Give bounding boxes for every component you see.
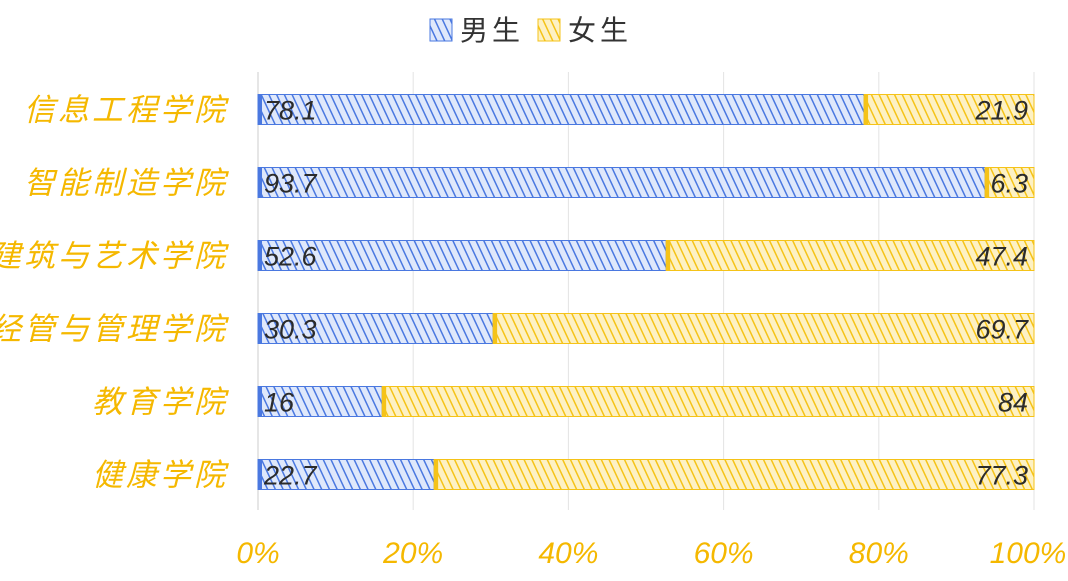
bar-edge-accent — [258, 94, 262, 125]
bar-edge-accent — [864, 94, 869, 125]
bar-edge-accent — [985, 167, 990, 198]
value-label: 21.9 — [974, 96, 1028, 126]
bar-edge-accent — [382, 386, 387, 417]
bar-edge-accent — [666, 240, 671, 271]
bar-female — [433, 459, 1035, 490]
gridlines — [257, 72, 1035, 510]
value-label: 30.3 — [264, 315, 317, 345]
bar-female — [492, 313, 1035, 344]
bar-edge-accent — [258, 167, 262, 198]
x-tick-label: 100% — [990, 537, 1067, 570]
value-label: 78.1 — [264, 96, 317, 126]
category-label: 智能制造学院 — [24, 166, 229, 202]
bar-male — [257, 167, 986, 198]
bar-male — [257, 459, 435, 490]
bar-female — [381, 386, 1035, 417]
category-label: 健康学院 — [92, 458, 229, 494]
bar-edge-accent — [258, 459, 262, 490]
value-label: 52.6 — [264, 242, 318, 272]
category-label: 信息工程学院 — [24, 93, 229, 129]
value-label: 84 — [998, 388, 1028, 418]
value-label: 69.7 — [975, 315, 1029, 345]
bar-edge-accent — [493, 313, 498, 344]
legend-label: 女生 — [568, 14, 632, 47]
value-label: 16 — [264, 388, 295, 418]
bar-edge-accent — [434, 459, 439, 490]
x-tick-label: 0% — [236, 537, 279, 570]
value-label: 47.4 — [975, 242, 1028, 272]
value-label: 93.7 — [264, 169, 318, 199]
legend-label: 男生 — [460, 14, 524, 47]
bar-edge-accent — [258, 240, 262, 271]
bar-female — [984, 167, 1035, 198]
x-tick-label: 60% — [694, 537, 754, 570]
bar-female — [665, 240, 1035, 271]
value-label: 77.3 — [975, 461, 1028, 491]
category-label: 教育学院 — [92, 385, 229, 421]
bar-male — [257, 240, 667, 271]
x-axis-tick-labels: 0% 20% 40% 60% 80% 100% — [236, 537, 1066, 570]
legend-swatch — [537, 18, 561, 42]
bars: 78.1 21.9 93.7 6.3 52.6 47.4 30.3 69.7 16 84 22.7 7… — [257, 94, 1035, 491]
bar-edge-accent — [258, 313, 262, 344]
legend-swatch — [429, 18, 453, 42]
value-label: 6.3 — [990, 169, 1028, 199]
category-label: 经管与管理学院 — [0, 312, 229, 348]
bar-male — [257, 94, 865, 125]
bar-edge-accent — [258, 386, 262, 417]
x-tick-label: 80% — [849, 537, 909, 570]
x-tick-label: 20% — [382, 537, 443, 570]
category-label: 建筑与艺术学院 — [0, 239, 229, 275]
value-label: 22.7 — [263, 461, 318, 491]
bar-male — [257, 386, 383, 417]
x-tick-label: 40% — [538, 537, 598, 570]
legend: 男生 女生 — [429, 14, 632, 47]
